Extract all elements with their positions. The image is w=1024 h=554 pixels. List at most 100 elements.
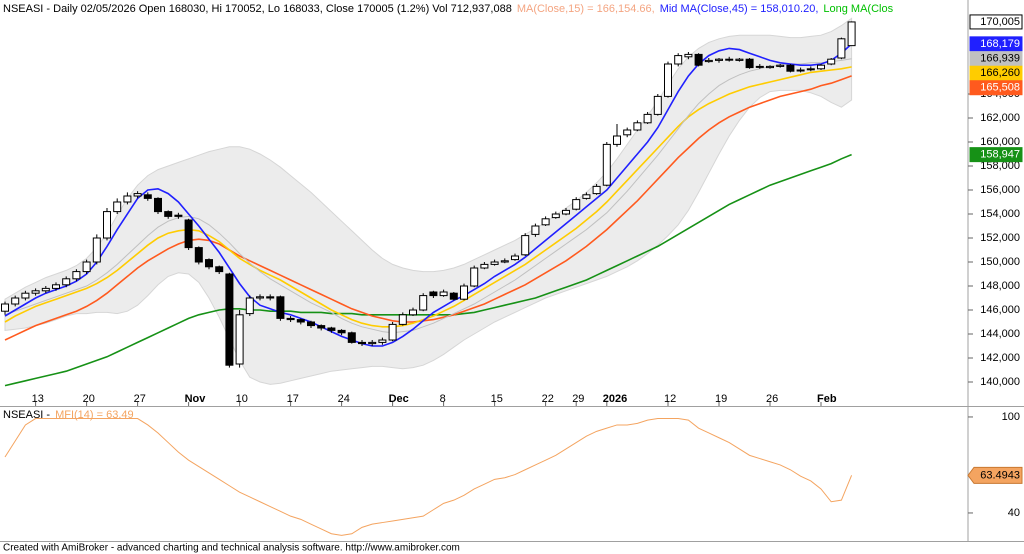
candle-body: [398, 314, 407, 325]
candle-body: [633, 122, 642, 131]
legend-entry: MFI(14) = 63.49: [55, 409, 134, 421]
candle-body: [500, 260, 509, 263]
candle-body: [776, 64, 785, 67]
mfi-line: [4, 418, 853, 536]
x-tick-label: 19: [715, 393, 727, 405]
candle-body: [562, 209, 570, 215]
candle-body: [103, 211, 111, 239]
y-tick-label: 158,000: [980, 160, 1020, 172]
candle-body: [72, 271, 81, 280]
candle-body: [572, 199, 581, 210]
value-box: [969, 147, 1023, 163]
candle-body: [735, 58, 744, 61]
x-tick-label: 15: [491, 393, 503, 405]
x-tick-label: 10: [236, 393, 248, 405]
x-tick-label: 24: [338, 393, 350, 405]
value-label: 166,260: [980, 67, 1020, 79]
y-tick-label: 156,000: [980, 184, 1020, 196]
candle-body: [276, 296, 285, 319]
value-label: 63.4943: [980, 469, 1020, 481]
candle-body: [674, 55, 683, 65]
candle-body: [613, 135, 621, 145]
candle-body: [725, 58, 734, 61]
candle-body: [378, 339, 387, 343]
candle-body: [796, 69, 805, 72]
candle-body: [602, 143, 611, 186]
candle-body: [409, 309, 417, 316]
candle-body: [245, 297, 254, 315]
candle-body: [123, 195, 132, 203]
candle-body: [704, 59, 713, 63]
candle-body: [194, 247, 203, 263]
y-tick-label: 142,000: [980, 352, 1020, 364]
candle-body: [694, 53, 703, 66]
x-tick-label: 17: [287, 393, 299, 405]
moving-average-line: [4, 58, 852, 334]
candle-body: [827, 58, 836, 65]
candle-body: [31, 290, 40, 294]
candle-body: [429, 291, 438, 297]
candle-body: [582, 194, 591, 199]
candle-body: [470, 267, 479, 287]
value-label: 166,939: [980, 53, 1020, 65]
candle-body: [215, 266, 224, 273]
candle-body: [745, 58, 754, 69]
x-tick-label: 12: [664, 393, 676, 405]
candle-body: [684, 53, 693, 58]
mfi-panel: NSEASI - MFI(14) = 63.49 40 100 63.4943: [3, 409, 1023, 536]
y-tick-label: 144,000: [980, 328, 1020, 340]
x-tick-label: 22: [542, 393, 554, 405]
footer: Created with AmiBroker - advanced charti…: [3, 543, 460, 554]
value-label: 158,947: [980, 149, 1020, 161]
candle-body: [358, 341, 366, 345]
candle-body: [296, 319, 305, 323]
candle-body: [113, 201, 122, 213]
candle-body: [184, 219, 193, 249]
candle-body: [1, 303, 9, 312]
legend-entry: MA(Close,15) = 166,154.66,: [517, 3, 655, 15]
candle-body: [52, 284, 60, 289]
candle-body: [531, 225, 540, 235]
x-tick-label: Dec: [389, 393, 409, 405]
candle-body: [715, 58, 723, 61]
candle-body: [643, 113, 652, 124]
candle-body: [256, 296, 264, 299]
title-text: NSEASI -: [3, 409, 50, 421]
y-tick-label: 150,000: [980, 256, 1020, 268]
candle-body: [327, 327, 336, 331]
price-panel: NSEASI - Daily 02/05/2026 Open 168030, H…: [1, 3, 894, 387]
candle-body: [11, 297, 20, 305]
y-tick-label: 40: [1008, 507, 1020, 519]
candle-body: [286, 317, 295, 321]
legend-entry: Long MA(Clos: [823, 3, 893, 15]
legend-entry: Mid MA(Close,45) = 158,010.20,: [660, 3, 819, 15]
candle-body: [806, 68, 815, 71]
value-label: 170,005: [980, 16, 1020, 28]
candle-body: [592, 185, 601, 195]
y-tick-label: 146,000: [980, 304, 1020, 316]
candle-body: [766, 65, 774, 69]
x-tick-label: 20: [83, 393, 95, 405]
candle-body: [62, 278, 71, 286]
candle-body: [460, 285, 468, 300]
y-tick-label: 160,000: [980, 136, 1020, 148]
candle-body: [235, 314, 244, 365]
candle-body: [92, 237, 101, 263]
candle-body: [551, 213, 560, 219]
candle-body: [521, 235, 530, 256]
candle-body: [847, 21, 856, 47]
y-tick-label: 152,000: [980, 232, 1020, 244]
candle-body: [225, 273, 234, 366]
x-tick-label: 27: [134, 393, 146, 405]
candle-body: [623, 129, 632, 136]
y-tick-label: 162,000: [980, 112, 1020, 124]
candle-body: [307, 321, 315, 327]
moving-average-line: [4, 153, 852, 387]
x-tick-label: Feb: [817, 393, 837, 405]
candle-body: [388, 323, 397, 341]
candle-body: [755, 65, 764, 68]
title-text: NSEASI - Daily 02/05/2026 Open 168030, H…: [3, 3, 512, 15]
candle-body: [174, 214, 183, 217]
candle-body: [266, 296, 275, 299]
bollinger-band: [4, 17, 853, 385]
